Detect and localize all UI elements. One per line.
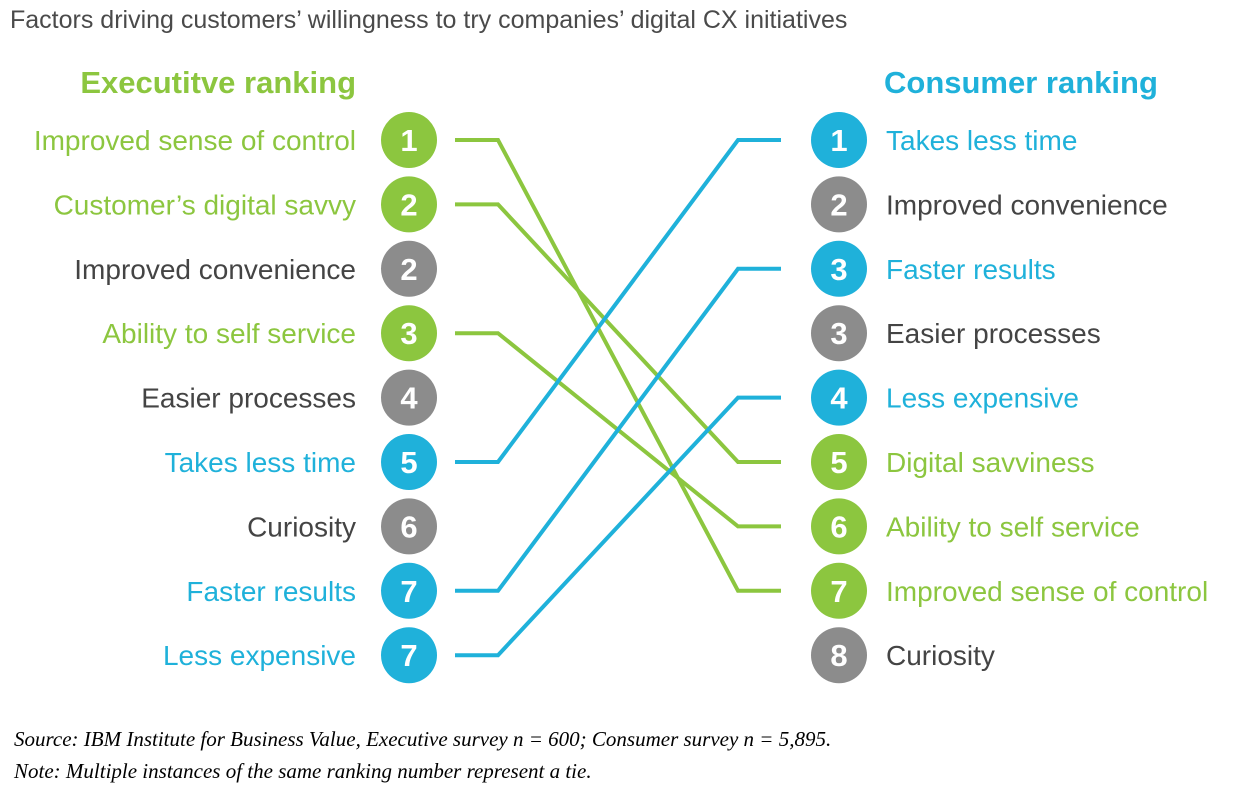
left-ranking-row: 5 Takes less time [165,434,437,490]
rank-number: 5 [830,445,847,480]
factor-label: Customer’s digital savvy [54,189,356,220]
rank-badge [381,562,437,619]
factor-label: Curiosity [247,511,356,542]
factor-label: Less expensive [163,640,356,671]
executive-ranking-column: Executitve ranking 1 Improved sense of con… [34,65,437,684]
tie-note: Note: Multiple instances of the same ran… [14,759,592,783]
connector-line-2 [455,202,781,464]
connector-line-6 [455,395,781,658]
factor-label: Faster results [186,576,356,607]
factor-label: Less expensive [886,383,1079,414]
rank-number: 3 [830,252,847,287]
right-ranking-row: 8 Curiosity [811,627,995,684]
rank-badge [811,369,867,426]
left-ranking-row: 4 Easier processes [141,369,437,426]
factor-label: Improved convenience [886,189,1168,220]
left-ranking-row: 7 Less expensive [163,627,437,684]
rank-badge [381,498,437,555]
rank-badge [381,434,437,490]
rank-number: 2 [400,252,417,287]
page-title: Factors driving customers’ willingness t… [10,6,848,34]
rank-number: 8 [830,638,847,673]
rank-badge [381,305,437,362]
ranking-chart: Executitve ranking 1 Improved sense of con… [34,65,1208,684]
right-ranking-row: 1 Takes less time [811,112,1077,168]
rank-badge [811,305,867,362]
factor-label: Curiosity [886,640,995,671]
factor-label: Easier processes [141,383,356,414]
factor-label: Digital savviness [886,447,1095,478]
consumer-ranking-column: Consumer ranking 1 Takes less time 2 Improve… [811,65,1208,684]
connector-line-4 [455,138,781,464]
source-note: Source: IBM Institute for Business Value… [14,727,832,751]
left-ranking-row: 7 Faster results [186,562,437,619]
rank-number: 2 [400,187,417,222]
right-ranking-row: 7 Improved sense of control [811,562,1208,619]
rank-badge [811,240,867,297]
rank-badge [811,562,867,619]
rank-number: 5 [400,445,417,480]
right-ranking-row: 3 Faster results [811,240,1056,297]
factor-label: Ability to self service [102,318,356,349]
rank-badge [811,176,867,233]
rank-badge [811,627,867,684]
rank-badge [811,498,867,555]
rank-number: 7 [400,574,417,609]
right-ranking-row: 4 Less expensive [811,369,1079,426]
rank-badge [381,112,437,168]
rank-number: 3 [400,316,417,351]
left-ranking-row: 2 Customer’s digital savvy [54,176,437,233]
rank-badge [381,369,437,426]
right-ranking-row: 2 Improved convenience [811,176,1168,233]
rank-badge [811,434,867,490]
rank-number: 1 [830,123,847,158]
rank-badge [381,627,437,684]
right-ranking-row: 5 Digital savviness [811,434,1095,490]
left-ranking-row: 3 Ability to self service [102,305,437,362]
factor-label: Ability to self service [886,511,1140,542]
factor-label: Improved sense of control [886,576,1208,607]
factor-label: Takes less time [886,125,1077,156]
factor-label: Improved convenience [74,254,356,285]
rank-badge [811,112,867,168]
connector-line-1 [455,138,781,593]
factor-label: Faster results [886,254,1056,285]
connector-line-5 [455,266,781,593]
rank-number: 7 [830,574,847,609]
factor-label: Takes less time [165,447,356,478]
rank-number: 4 [830,381,848,416]
executive-ranking-heading: Executitve ranking [80,65,356,100]
rank-badge [381,240,437,297]
consumer-ranking-heading: Consumer ranking [884,65,1158,100]
left-ranking-row: 2 Improved convenience [74,240,437,297]
rank-number: 7 [400,638,417,673]
right-ranking-row: 3 Easier processes [811,305,1101,362]
rank-number: 1 [400,123,417,158]
left-ranking-row: 6 Curiosity [247,498,437,555]
rank-number: 6 [830,509,847,544]
right-ranking-row: 6 Ability to self service [811,498,1140,555]
rank-badge [381,176,437,233]
factor-label: Improved sense of control [34,125,356,156]
left-ranking-row: 1 Improved sense of control [34,112,437,168]
factor-label: Easier processes [886,318,1101,349]
rank-number: 3 [830,316,847,351]
rank-number: 2 [830,187,847,222]
rank-number: 6 [400,509,417,544]
connector-lines [455,138,781,658]
rank-number: 4 [400,381,418,416]
